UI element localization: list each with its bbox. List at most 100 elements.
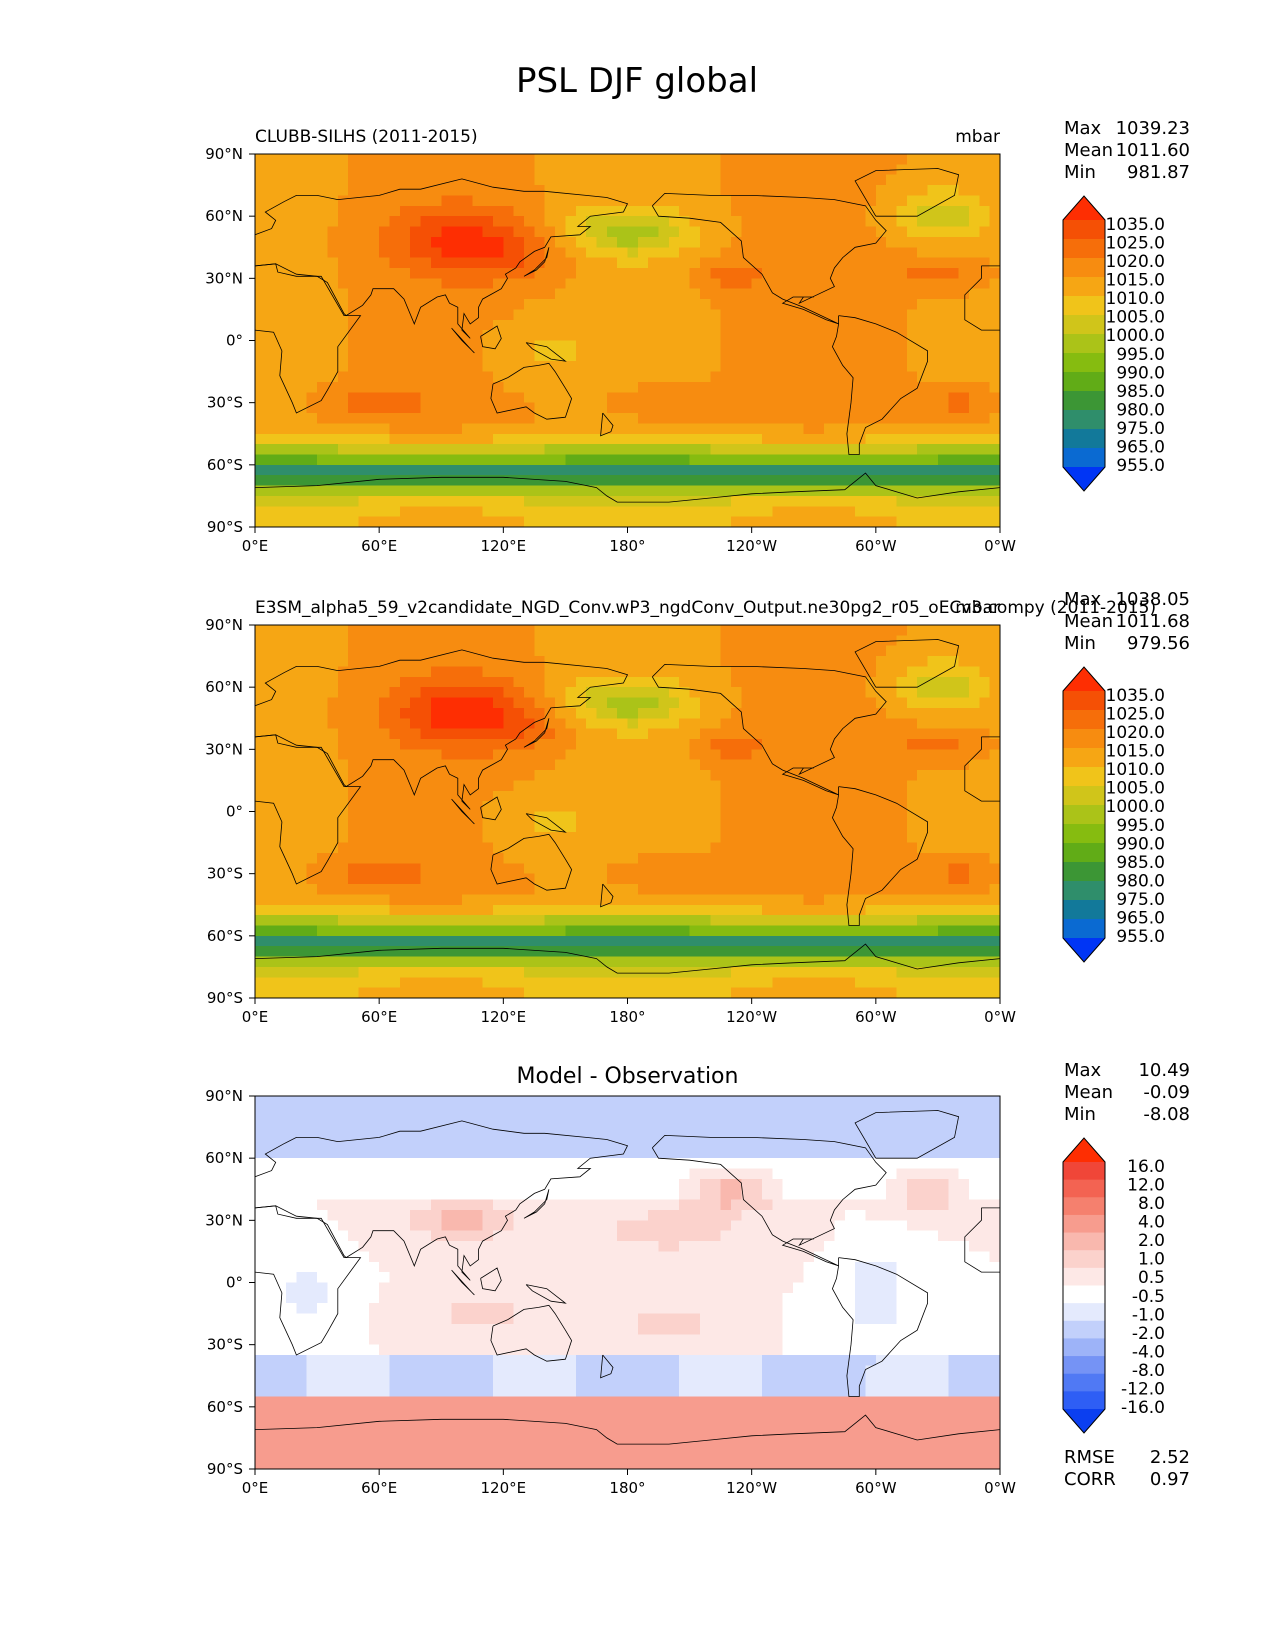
- map-cell: [389, 770, 401, 782]
- map-cell: [648, 216, 660, 228]
- map-cell: [751, 842, 763, 854]
- map-cell: [648, 226, 660, 238]
- map-cell: [803, 278, 815, 290]
- map-cell: [699, 925, 711, 937]
- map-cell: [555, 894, 567, 906]
- map-cell: [772, 842, 784, 854]
- map-cell: [668, 749, 680, 761]
- map-cell: [555, 392, 567, 404]
- map-cell: [989, 894, 1001, 906]
- map-cell: [534, 780, 546, 792]
- map-cell: [451, 495, 463, 507]
- map-cell: [544, 350, 556, 362]
- map-cell: [379, 676, 391, 688]
- map-cell: [917, 454, 929, 466]
- map-cell: [813, 894, 825, 906]
- map-cell: [637, 863, 649, 875]
- map-cell: [430, 475, 442, 487]
- map-cell: [451, 863, 463, 875]
- map-cell: [751, 506, 763, 518]
- map-cell: [503, 925, 515, 937]
- map-cell: [513, 319, 525, 331]
- map-cell: [730, 645, 742, 657]
- map-cell: [762, 915, 773, 927]
- map-cell: [399, 759, 411, 771]
- map-cell: [472, 299, 484, 311]
- map-cell: [399, 205, 411, 217]
- map-cell: [586, 371, 598, 383]
- map-cell: [730, 278, 742, 290]
- map-cell: [658, 205, 670, 217]
- map-cell: [937, 257, 949, 269]
- map-cell: [844, 495, 856, 507]
- map-cell: [265, 811, 277, 823]
- map-cell: [565, 842, 577, 854]
- map-cell: [865, 811, 877, 823]
- map-cell: [337, 915, 349, 927]
- map-cell: [793, 894, 805, 906]
- map-cell: [896, 402, 908, 414]
- map-cell: [793, 915, 805, 927]
- map-cell: [906, 770, 918, 782]
- map-cell: [979, 174, 991, 186]
- map-cell: [472, 257, 484, 269]
- map-cell: [327, 687, 339, 699]
- map-cell: [658, 666, 670, 678]
- map-cell: [648, 485, 660, 497]
- map-cell: [875, 770, 887, 782]
- map-cell: [430, 842, 442, 854]
- map-cell: [513, 852, 525, 864]
- map-cell: [689, 666, 701, 678]
- map-cell: [668, 656, 680, 668]
- map-cell: [451, 935, 463, 947]
- map-cell: [627, 894, 639, 906]
- map-cell: [275, 780, 287, 792]
- map-cell: [472, 863, 484, 875]
- map-cell: [627, 402, 639, 414]
- map-cell: [296, 676, 308, 688]
- map-cell: [617, 625, 629, 636]
- map-cell: [730, 288, 742, 300]
- map-cell: [762, 645, 773, 657]
- map-cell: [679, 738, 691, 750]
- map-cell: [296, 444, 308, 456]
- map-field: [255, 154, 1001, 528]
- map-cell: [482, 780, 494, 792]
- map-cell: [327, 506, 339, 518]
- map-cell: [472, 433, 484, 445]
- map-cell: [420, 676, 432, 688]
- map-cell: [824, 319, 836, 331]
- map-cell: [886, 687, 898, 699]
- map-cell: [420, 801, 432, 813]
- map-cell: [762, 832, 773, 844]
- map-cell: [286, 330, 297, 342]
- map-cell: [875, 852, 887, 864]
- map-cell: [482, 697, 494, 709]
- map-cell: [834, 278, 846, 290]
- map-cell: [958, 164, 970, 176]
- map-cell: [762, 801, 773, 813]
- map-cell: [627, 811, 639, 823]
- map-cell: [296, 718, 308, 730]
- map-cell: [275, 676, 287, 688]
- map-cell: [917, 656, 929, 668]
- map-cell: [265, 645, 277, 657]
- map-cell: [730, 226, 742, 238]
- map-cell: [503, 205, 515, 217]
- map-cell: [358, 718, 370, 730]
- map-cell: [617, 402, 629, 414]
- map-cell: [637, 413, 649, 424]
- map-cell: [679, 821, 691, 833]
- map-cell: [637, 915, 649, 927]
- map-cell: [275, 506, 287, 518]
- map-cell: [896, 350, 908, 362]
- map-cell: [855, 707, 867, 719]
- map-cell: [824, 718, 836, 730]
- map-cell: [368, 676, 380, 688]
- map-cell: [720, 330, 732, 342]
- map-cell: [565, 884, 577, 895]
- map-cell: [430, 728, 442, 740]
- map-cell: [275, 454, 287, 466]
- map-cell: [668, 728, 680, 740]
- map-cell: [327, 319, 339, 331]
